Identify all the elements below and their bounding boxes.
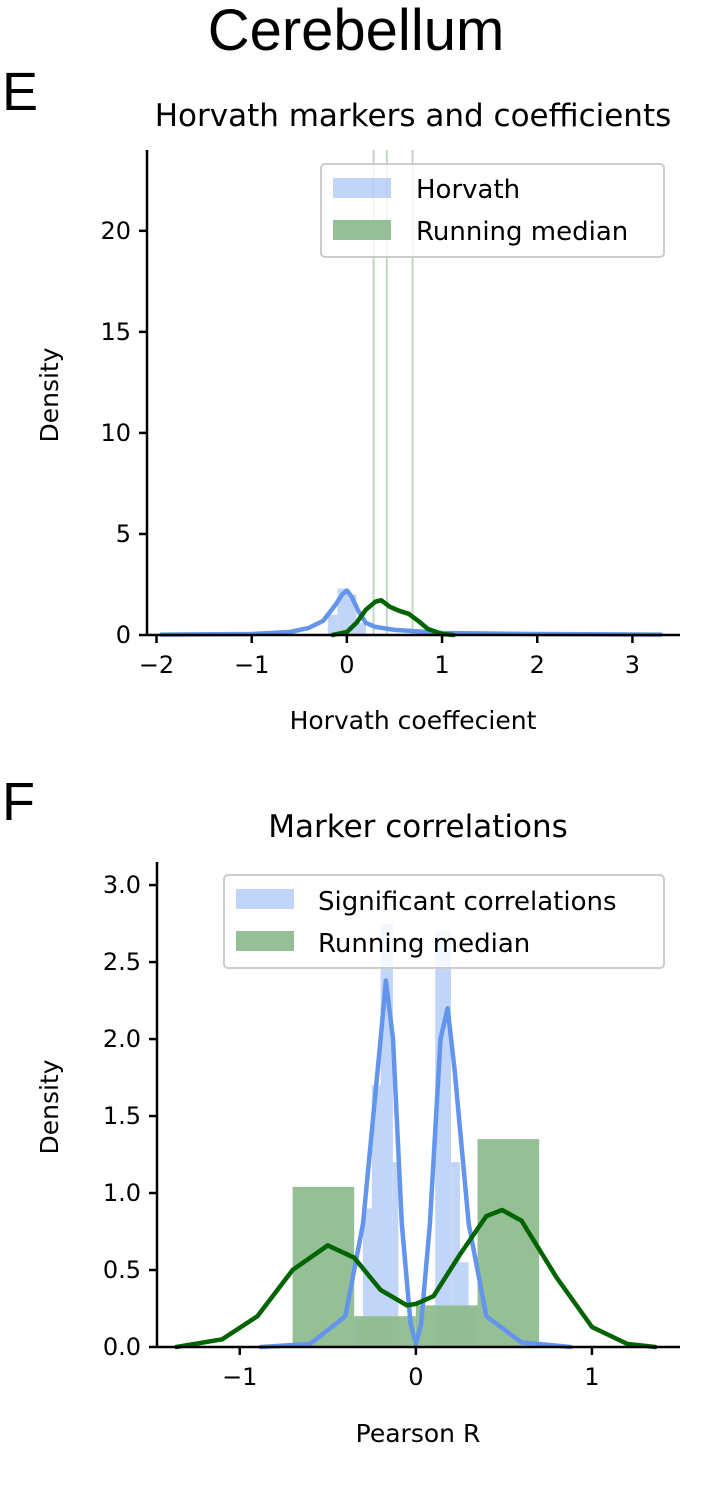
panel-e-xtick-label-1: −1: [234, 651, 269, 679]
panel-e-series-0-bar-0: [327, 614, 338, 635]
panel-f-series-1-bar-2: [415, 1305, 478, 1347]
panel-f-xtick-label-1: 0: [408, 1363, 423, 1391]
panel-f-series-0-bar-4: [393, 1162, 399, 1347]
panel-e-series-0-bar-1: [337, 588, 347, 635]
panel-e-series-1-kde-line: [330, 597, 456, 638]
panel-f-ytick-label-1: 0.5: [103, 1256, 141, 1284]
panel-f-ylabel: Density: [35, 1059, 64, 1154]
panel-e-xtick-label-5: 3: [625, 651, 640, 679]
panel-f-xtick-label-2: 1: [584, 1363, 599, 1391]
panel-letter-f: F: [2, 772, 35, 832]
panel-f-legend-frame: [223, 874, 665, 969]
panel-e-xtick-label-3: 1: [434, 651, 449, 679]
panel-e-legend-swatch-horvath: [333, 178, 391, 198]
panel-f-ytick-label-4: 2.0: [103, 1025, 141, 1053]
panel-f-ytick-label-6: 3.0: [103, 871, 141, 899]
panel-e: E Horvath markers and coefficients −2 −1 0…: [2, 62, 680, 735]
panel-e-series-1-bar-2: [411, 150, 414, 635]
panel-e-ytick-label-3: 15: [100, 318, 131, 346]
panel-f-series-1-bar-1: [354, 1316, 416, 1347]
panel-f-xtick-label-0: −1: [222, 1363, 257, 1391]
panel-e-series-0-kde-line: [159, 588, 664, 637]
panel-f-title: Marker correlations: [268, 809, 568, 845]
panel-f-series-0-bar-6: [451, 1162, 460, 1347]
panel-e-series-0-bar-3: [356, 622, 366, 635]
panel-f-series-1-bar-0: [292, 1186, 355, 1347]
panel-e-ytick-label-2: 10: [100, 419, 131, 447]
panel-f: F Marker correlations −1 0 1 0.0 0.5 1.0 1.5 2.…: [2, 772, 680, 1448]
panel-e-ytick-label-1: 5: [116, 520, 131, 548]
figure-suptitle: Cerebellum: [208, 0, 505, 63]
panel-e-legend: Horvath Running median: [320, 163, 665, 258]
panel-f-legend: Significant correlations Running median: [223, 874, 665, 969]
panel-e-series-0-bar-2: [346, 594, 357, 635]
panel-e-plot-area: −2 −1 0 1 2 3 0 5 10 15 20: [100, 150, 680, 679]
panel-f-ytick-label-2: 1.0: [103, 1179, 141, 1207]
panel-e-legend-label-median: Running median: [416, 217, 628, 247]
panel-e-legend-frame: [320, 163, 665, 258]
panel-f-series-0-bar-2: [371, 1085, 381, 1347]
panel-f-series-0-kde-line: [258, 978, 574, 1350]
panel-e-legend-label-horvath: Horvath: [416, 175, 520, 205]
panel-e-xtick-label-0: −2: [139, 651, 174, 679]
panel-e-ytick-label-0: 0: [116, 621, 131, 649]
panel-f-plot-area: −1 0 1 0.0 0.5 1.0 1.5 2.0 2.5 3.0: [103, 862, 680, 1391]
panel-f-series-0-bar-1: [363, 1208, 372, 1347]
panel-e-series-1-bar-1: [385, 150, 388, 635]
panel-e-ytick-label-4: 20: [100, 217, 131, 245]
panel-e-xtick-label-4: 2: [530, 651, 545, 679]
panel-f-ytick-label-3: 1.5: [103, 1102, 141, 1130]
panel-f-legend-label-significant: Significant correlations: [318, 887, 617, 917]
panel-e-series-1-bar-0: [372, 150, 375, 635]
panel-f-series-0-bar-7: [459, 1262, 469, 1347]
panel-f-ytick-label-0: 0.0: [103, 1333, 141, 1361]
panel-f-xlabel: Pearson R: [356, 1419, 481, 1448]
panel-f-legend-swatch-median: [236, 931, 294, 951]
panel-f-series-1-kde-line: [174, 1207, 658, 1350]
panel-f-legend-swatch-significant: [236, 889, 294, 909]
panel-e-legend-swatch-median: [333, 220, 391, 240]
panel-e-ylabel: Density: [35, 347, 64, 442]
panel-letter-e: E: [2, 62, 38, 122]
panel-e-title: Horvath markers and coefficients: [155, 98, 672, 134]
panel-f-legend-label-median: Running median: [318, 929, 530, 959]
panel-f-ytick-label-5: 2.5: [103, 948, 141, 976]
panel-e-xtick-label-2: 0: [339, 651, 354, 679]
panel-e-xlabel: Horvath coeffecient: [290, 706, 537, 735]
